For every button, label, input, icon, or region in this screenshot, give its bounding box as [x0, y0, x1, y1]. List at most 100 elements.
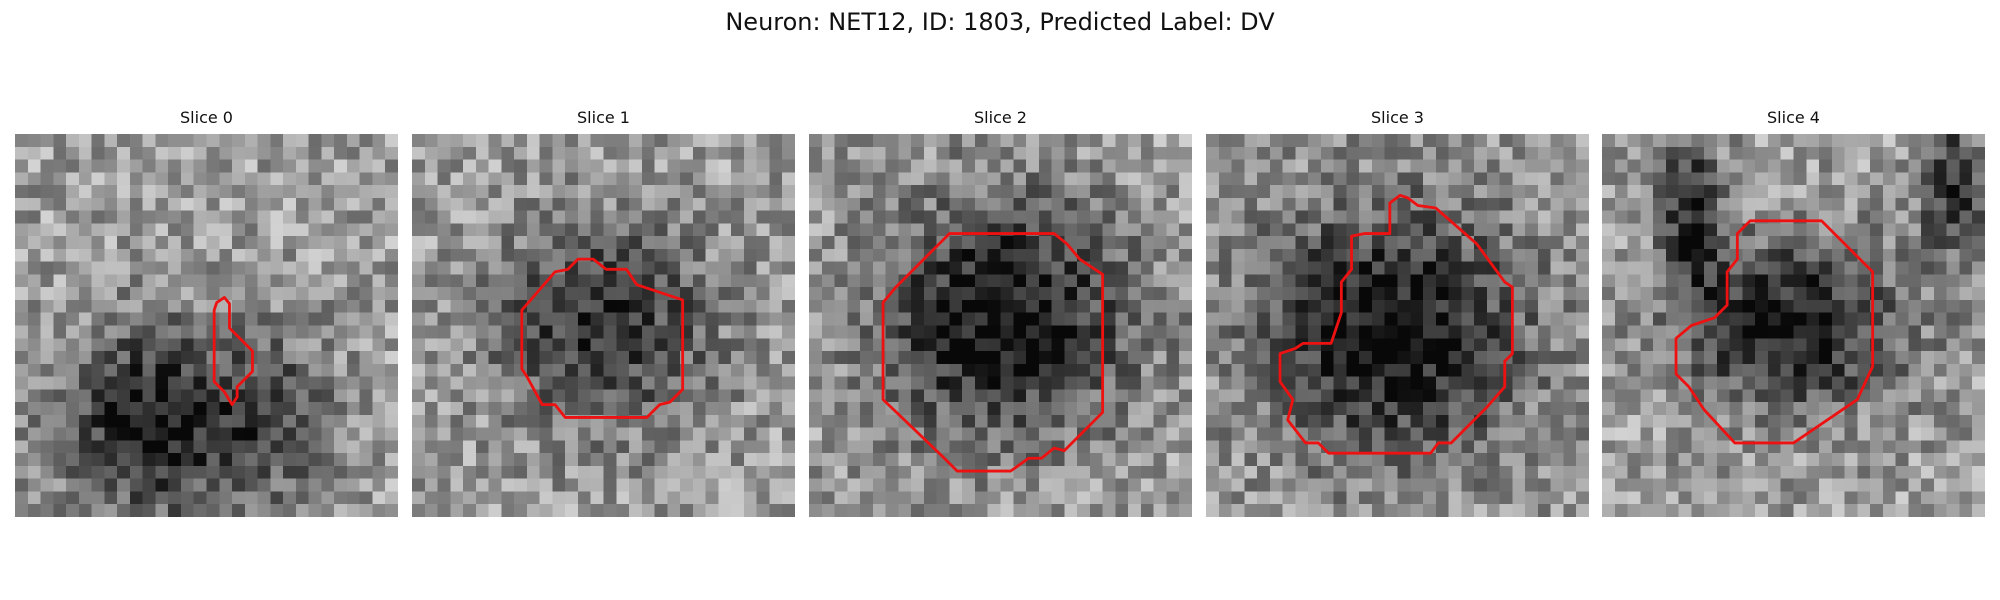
pixel [27, 299, 41, 313]
pixel [1921, 504, 1935, 517]
pixel [847, 248, 861, 262]
pixel [1602, 465, 1616, 479]
pixel [1550, 261, 1564, 275]
pixel [308, 389, 322, 403]
pixel [1946, 185, 1960, 199]
pixel [1371, 299, 1385, 313]
pixel [1308, 146, 1322, 160]
pixel [463, 185, 477, 199]
pixel [334, 312, 348, 326]
pixel [1013, 325, 1027, 339]
pixel [1742, 453, 1756, 467]
pixel [78, 236, 92, 250]
pixel [1959, 440, 1973, 454]
pixel [1474, 261, 1488, 275]
pixel [1627, 338, 1641, 352]
pixel [1333, 465, 1347, 479]
pixel [1269, 146, 1283, 160]
pixel [66, 414, 80, 428]
pixel [641, 427, 655, 441]
pixel [641, 146, 655, 160]
pixel [936, 478, 950, 492]
pixel [1371, 146, 1385, 160]
pixel [104, 325, 118, 339]
pixel [590, 453, 604, 467]
pixel [1410, 248, 1424, 262]
pixel [66, 465, 80, 479]
pixel [1653, 134, 1667, 148]
pixel [450, 478, 464, 492]
pixel [1499, 146, 1513, 160]
pixel [692, 210, 706, 224]
pixel [1665, 504, 1679, 517]
pixel [117, 172, 131, 186]
pixel [257, 172, 271, 186]
pixel [117, 159, 131, 173]
pixel [1115, 465, 1129, 479]
pixel [1153, 363, 1167, 377]
pixel [885, 210, 899, 224]
pixel [206, 465, 220, 479]
pixel [1166, 236, 1180, 250]
pixel [1525, 248, 1539, 262]
pixel [1882, 287, 1896, 301]
pixel [1397, 389, 1411, 403]
pixel [1933, 134, 1947, 148]
pixel [1793, 389, 1807, 403]
pixel [1244, 440, 1258, 454]
pixel [1537, 338, 1551, 352]
pixel [667, 363, 681, 377]
pixel [424, 491, 438, 505]
pixel [1064, 402, 1078, 416]
pixel [821, 465, 835, 479]
pixel [1244, 134, 1258, 148]
pixel [1908, 414, 1922, 428]
pixel [1704, 351, 1718, 365]
pixel [809, 261, 823, 275]
pixel [1678, 134, 1692, 148]
pixel [1166, 223, 1180, 237]
pixel [1064, 312, 1078, 326]
pixel [1461, 274, 1475, 288]
pixel [1921, 427, 1935, 441]
pixel [488, 248, 502, 262]
pixel [911, 351, 925, 365]
pixel [1448, 453, 1462, 467]
pixel [359, 363, 373, 377]
pixel [1959, 299, 1973, 313]
pixel [321, 134, 335, 148]
pixel [1908, 453, 1922, 467]
pixel [257, 261, 271, 275]
pixel [1359, 363, 1373, 377]
pixel [1397, 478, 1411, 492]
pixel [616, 453, 630, 467]
pixel [603, 465, 617, 479]
pixel [616, 504, 630, 517]
pixel [731, 325, 745, 339]
pixel [244, 402, 258, 416]
pixel [629, 287, 643, 301]
pixel [834, 414, 848, 428]
pixel [346, 491, 360, 505]
pixel [1857, 210, 1871, 224]
pixel [743, 287, 757, 301]
pixel [1077, 440, 1091, 454]
pixel [1537, 414, 1551, 428]
pixel [1461, 134, 1475, 148]
pixel [1026, 478, 1040, 492]
pixel [756, 197, 770, 211]
pixel [1218, 236, 1232, 250]
pixel [1000, 172, 1014, 186]
pixel [1153, 389, 1167, 403]
pixel [1576, 299, 1589, 313]
pixel [1038, 325, 1052, 339]
pixel [1563, 363, 1577, 377]
pixel [1946, 478, 1960, 492]
pixel [206, 453, 220, 467]
pixel [117, 376, 131, 390]
pixel [1678, 351, 1692, 365]
pixel [463, 414, 477, 428]
pixel [1206, 427, 1220, 441]
pixel [1755, 287, 1769, 301]
pixel [40, 491, 54, 505]
